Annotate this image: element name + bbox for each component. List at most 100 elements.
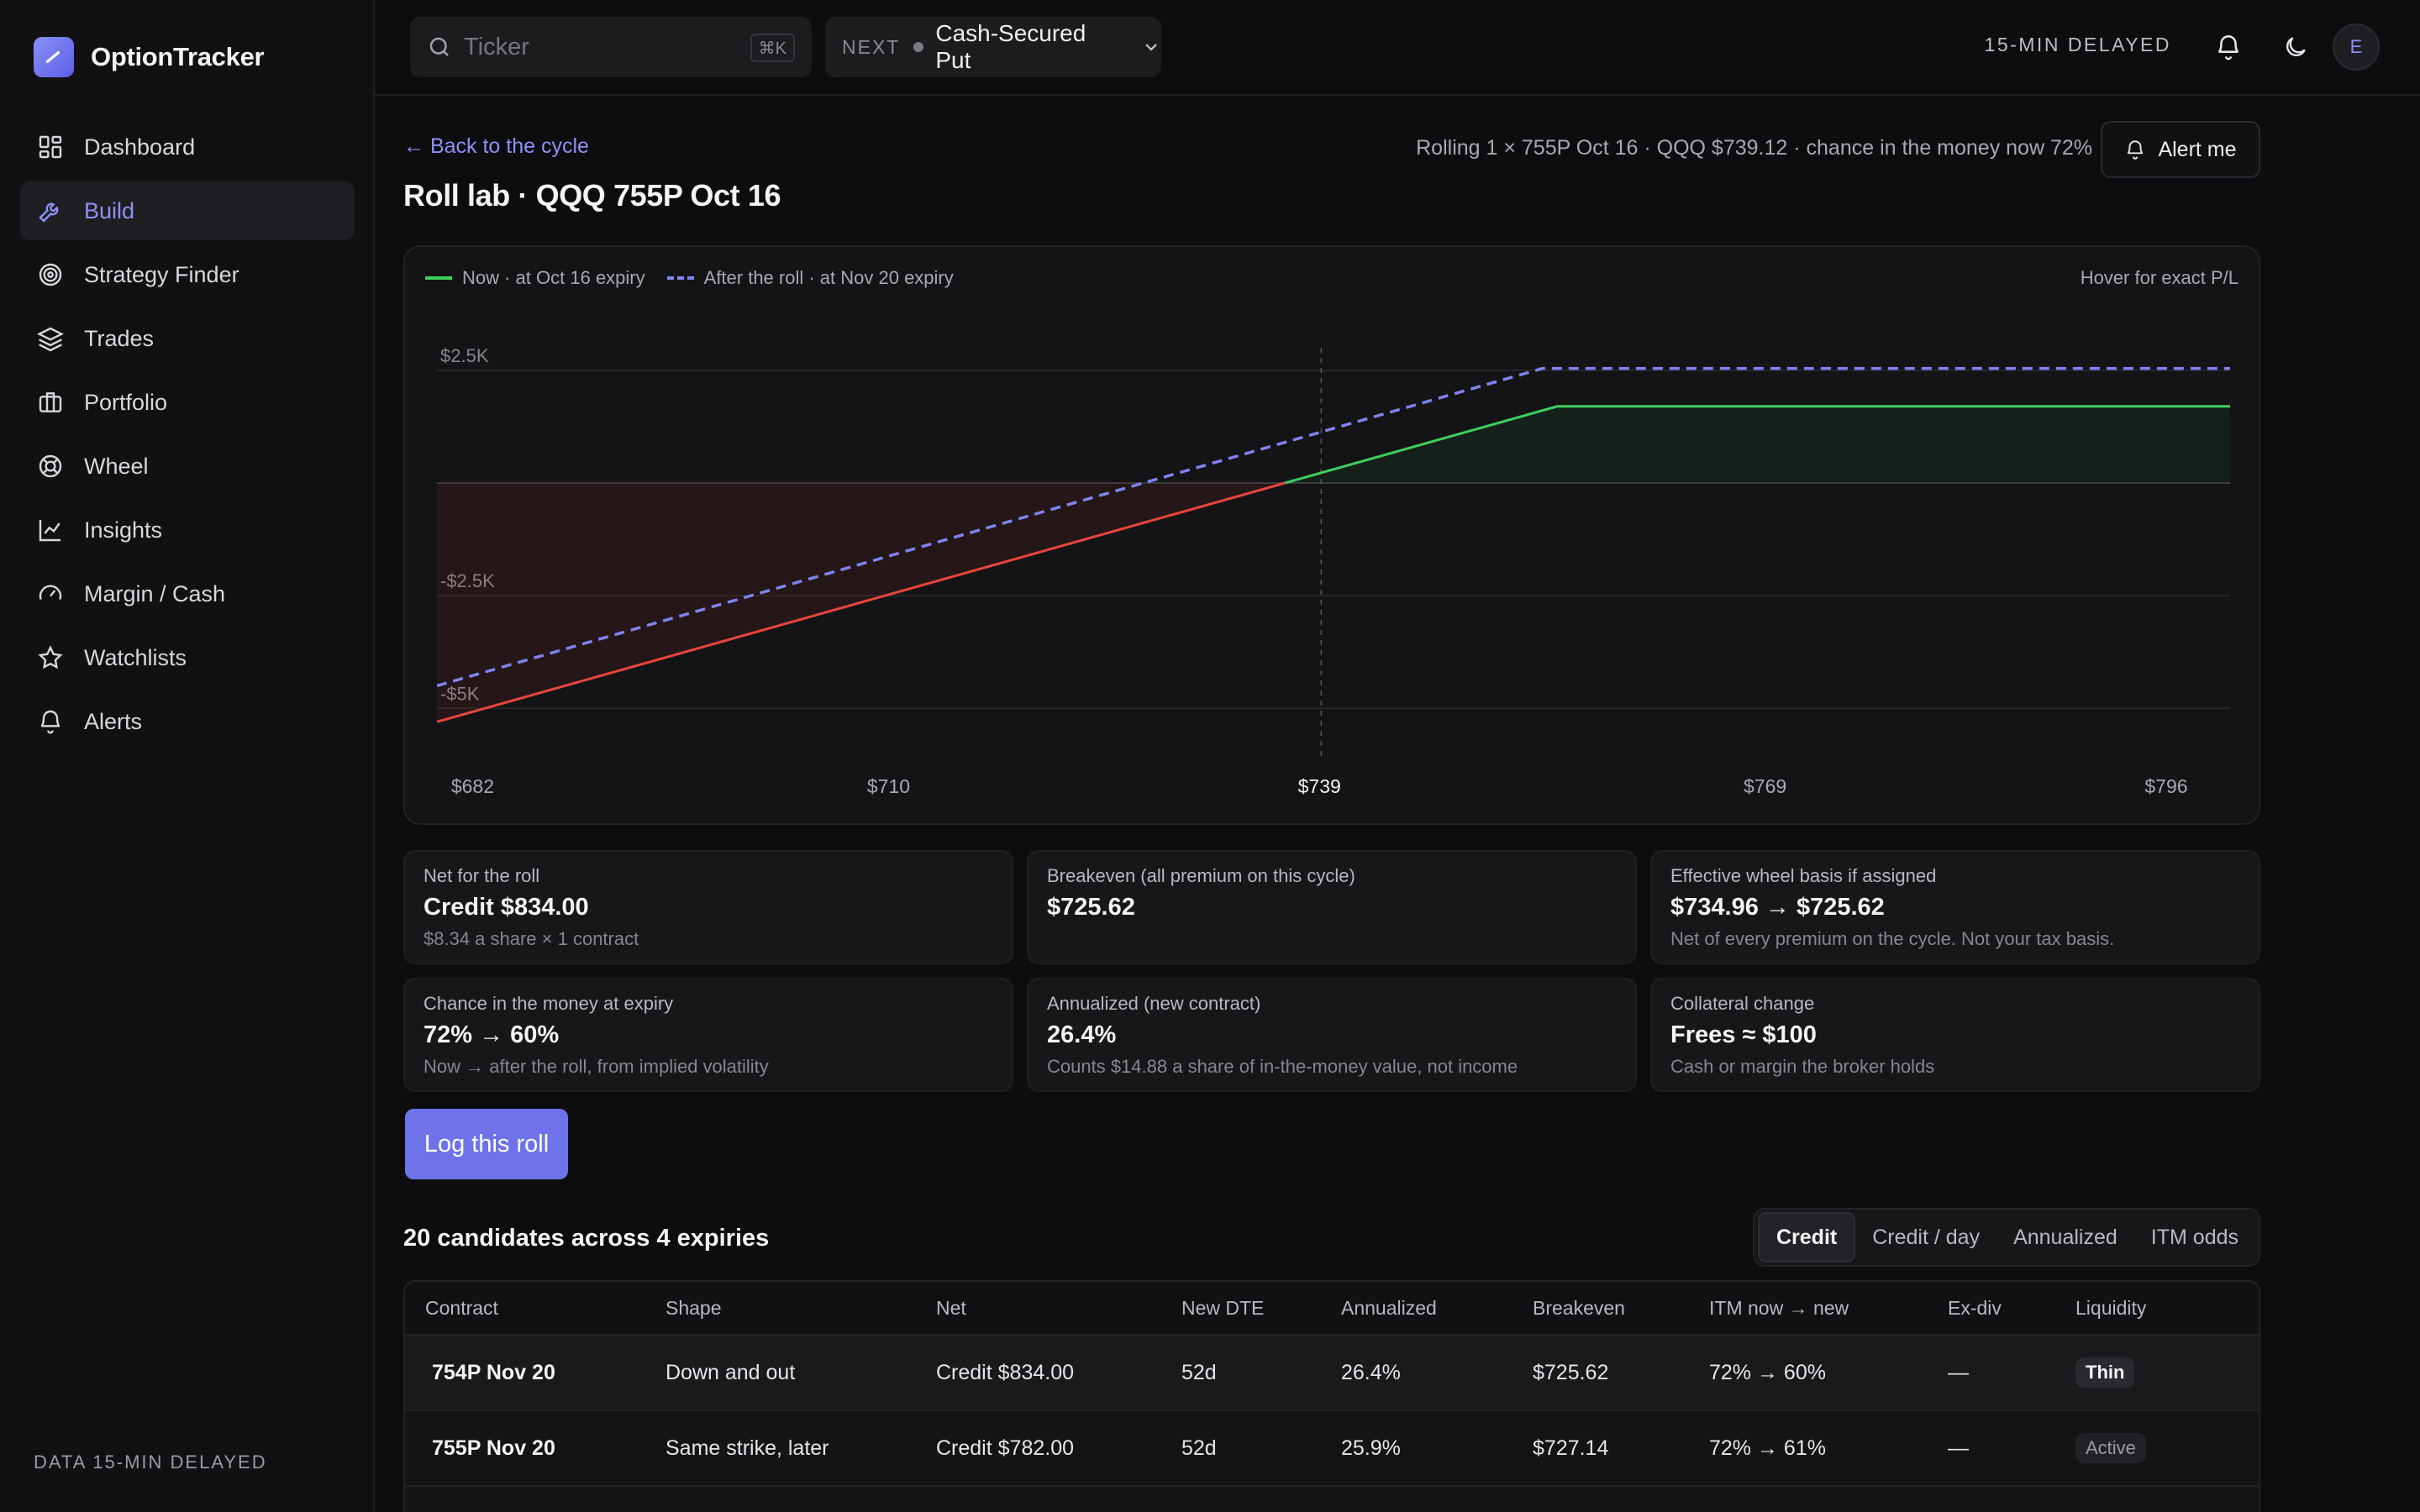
data-delay-badge: 15-MIN DELAYED bbox=[1984, 34, 2171, 55]
cell-exdiv: — bbox=[1948, 1360, 1969, 1384]
bell-icon bbox=[2128, 140, 2144, 160]
user-avatar[interactable]: E bbox=[2333, 24, 2380, 71]
stat-sub: Cash or margin the broker holds bbox=[1670, 1056, 1935, 1077]
bell-icon bbox=[2217, 35, 2239, 60]
theme-toggle-button[interactable] bbox=[2277, 29, 2314, 66]
sidebar-item-trades[interactable]: Trades bbox=[20, 309, 355, 368]
stat-sub: Net of every premium on the cycle. Not y… bbox=[1670, 928, 2115, 949]
back-to-cycle-link[interactable]: ← Back to the cycle bbox=[403, 134, 589, 158]
stat-card: Net for the roll Credit $834.00 $8.34 a … bbox=[403, 850, 1013, 964]
y-tick-label: -$2.5K bbox=[440, 570, 495, 591]
log-roll-button[interactable]: Log this roll bbox=[405, 1109, 568, 1179]
table-row[interactable]: 754P Nov 20 Down and out Credit $834.00 … bbox=[405, 1336, 2259, 1411]
sidebar-item-dashboard[interactable]: Dashboard bbox=[20, 118, 355, 176]
brand-logo-icon bbox=[34, 37, 74, 77]
series-after-roll bbox=[436, 366, 2230, 688]
sort-option-credit[interactable]: Credit bbox=[1758, 1212, 1856, 1263]
sort-option-annualized[interactable]: Annualized bbox=[2013, 1225, 2118, 1249]
stat-card: Annualized (new contract) 26.4% Counts $… bbox=[1027, 978, 1637, 1092]
sidebar-item-insights[interactable]: Insights bbox=[20, 501, 355, 559]
series-now-loss-segment bbox=[436, 481, 1286, 723]
stat-card: Effective wheel basis if assigned $734.9… bbox=[1650, 850, 2260, 964]
stat-sub: Now → after the roll, from implied volat… bbox=[424, 1056, 769, 1077]
stat-card: Breakeven (all premium on this cycle) $7… bbox=[1027, 850, 1637, 964]
cell-shape: Same strike, later bbox=[666, 1436, 829, 1460]
payoff-chart[interactable]: $2.5K -$2.5K -$5K $682 $710 $739 $769 $796 bbox=[405, 247, 2262, 827]
cell-net: Credit $834.00 bbox=[936, 1360, 1075, 1384]
next-strategy-select[interactable]: NEXT Cash-Secured Put bbox=[825, 17, 1161, 77]
status-dot-icon bbox=[913, 42, 924, 52]
sidebar-item-label: Margin / Cash bbox=[84, 580, 226, 606]
brand[interactable]: OptionTracker bbox=[34, 37, 265, 77]
column-header[interactable]: Net bbox=[936, 1296, 966, 1319]
x-tick-label: $769 bbox=[1744, 775, 1786, 797]
table-header: Contract Shape Net New DTE Annualized Br… bbox=[405, 1282, 2259, 1336]
ticker-search[interactable]: ⌘K bbox=[410, 17, 812, 77]
sidebar-item-margin-cash[interactable]: Margin / Cash bbox=[20, 564, 355, 623]
cell-breakeven: $725.62 bbox=[1533, 1360, 1609, 1384]
cell-breakeven: $727.14 bbox=[1533, 1436, 1609, 1460]
profit-area bbox=[1285, 406, 2230, 483]
chart-legend: Now · at Oct 16 expiry After the roll · … bbox=[425, 267, 954, 289]
stat-value: 26.4% bbox=[1047, 1021, 1117, 1048]
y-tick-label: -$5K bbox=[440, 683, 480, 704]
data-delay-note: DATA 15-MIN DELAYED bbox=[34, 1452, 267, 1473]
column-header[interactable]: Liquidity bbox=[2075, 1296, 2147, 1319]
alert-me-button[interactable]: Alert me bbox=[2101, 121, 2260, 178]
column-header[interactable]: Ex-div bbox=[1948, 1296, 2002, 1319]
sidebar-item-alerts[interactable]: Alerts bbox=[20, 692, 355, 751]
sidebar-item-build[interactable]: Build bbox=[20, 181, 355, 240]
cell-dte: 52d bbox=[1181, 1360, 1217, 1384]
sidebar-item-strategy-finder[interactable]: Strategy Finder bbox=[20, 245, 355, 304]
x-tick-label: $739 bbox=[1298, 775, 1341, 797]
alert-me-label: Alert me bbox=[2158, 137, 2237, 161]
column-header[interactable]: New DTE bbox=[1181, 1296, 1265, 1319]
cell-liquidity: Thin bbox=[2075, 1336, 2135, 1410]
bell-icon bbox=[40, 710, 60, 734]
legend-swatch-after bbox=[666, 276, 694, 280]
stat-label: Collateral change bbox=[1670, 993, 1815, 1014]
table-row[interactable]: 755P Nov 20 Same strike, later Credit $7… bbox=[405, 1411, 2259, 1487]
notifications-button[interactable] bbox=[2210, 29, 2247, 66]
stat-value: 72% → 60% bbox=[424, 1021, 560, 1048]
cell-exdiv: — bbox=[1948, 1436, 1969, 1460]
column-header[interactable]: Annualized bbox=[1341, 1296, 1437, 1319]
cell-liquidity: Active bbox=[2075, 1411, 2146, 1485]
ticker-search-input[interactable] bbox=[464, 33, 733, 61]
next-label: NEXT bbox=[842, 35, 901, 58]
stat-value: $725.62 bbox=[1047, 894, 1135, 921]
column-header[interactable]: Shape bbox=[666, 1296, 722, 1319]
sort-option-itm-odds[interactable]: ITM odds bbox=[2150, 1225, 2238, 1249]
gauge-icon bbox=[39, 585, 62, 601]
sidebar-item-portfolio[interactable]: Portfolio bbox=[20, 373, 355, 432]
sidebar-nav: Dashboard Build Strategy Finder Trades P… bbox=[20, 118, 355, 756]
search-icon bbox=[429, 37, 449, 56]
column-header[interactable]: Breakeven bbox=[1533, 1296, 1625, 1319]
sidebar-item-label: Dashboard bbox=[84, 134, 196, 160]
chart-hover-hint: Hover for exact P/L bbox=[2080, 267, 2238, 288]
stat-label: Chance in the money at expiry bbox=[424, 993, 674, 1014]
table-row[interactable] bbox=[405, 1487, 2259, 1512]
roll-context: Rolling 1 × 755P Oct 16 · QQQ $739.12 · … bbox=[1416, 136, 2092, 160]
dashboard-icon bbox=[39, 135, 62, 159]
payoff-chart-card[interactable]: $2.5K -$2.5K -$5K $682 $710 $739 $769 $796 Now … bbox=[403, 245, 2260, 825]
cell-shape: Down and out bbox=[666, 1360, 796, 1384]
briefcase-icon bbox=[39, 392, 62, 412]
stat-sub: Counts $14.88 a share of in-the-money va… bbox=[1047, 1056, 1518, 1077]
stat-label: Net for the roll bbox=[424, 865, 540, 886]
column-header[interactable]: ITM now → new bbox=[1709, 1296, 1849, 1319]
search-shortcut-hint: ⌘K bbox=[750, 34, 795, 62]
stat-value: Frees ≈ $100 bbox=[1670, 1021, 1817, 1048]
sort-option-credit-per-day[interactable]: Credit / day bbox=[1872, 1225, 1981, 1249]
column-header[interactable]: Contract bbox=[425, 1296, 498, 1319]
sidebar-item-label: Alerts bbox=[84, 708, 143, 734]
cell-itm: 72% → 60% bbox=[1709, 1360, 1826, 1384]
sidebar-item-watchlists[interactable]: Watchlists bbox=[20, 628, 355, 687]
cell-contract: 754P Nov 20 bbox=[432, 1360, 555, 1384]
page-title: Roll lab · QQQ 755P Oct 16 bbox=[403, 178, 781, 213]
x-tick-label: $796 bbox=[2144, 775, 2187, 797]
sidebar-item-label: Insights bbox=[84, 517, 163, 543]
legend-swatch-now bbox=[425, 276, 452, 280]
cell-contract: 755P Nov 20 bbox=[432, 1436, 555, 1460]
sidebar-item-wheel[interactable]: Wheel bbox=[20, 437, 355, 496]
